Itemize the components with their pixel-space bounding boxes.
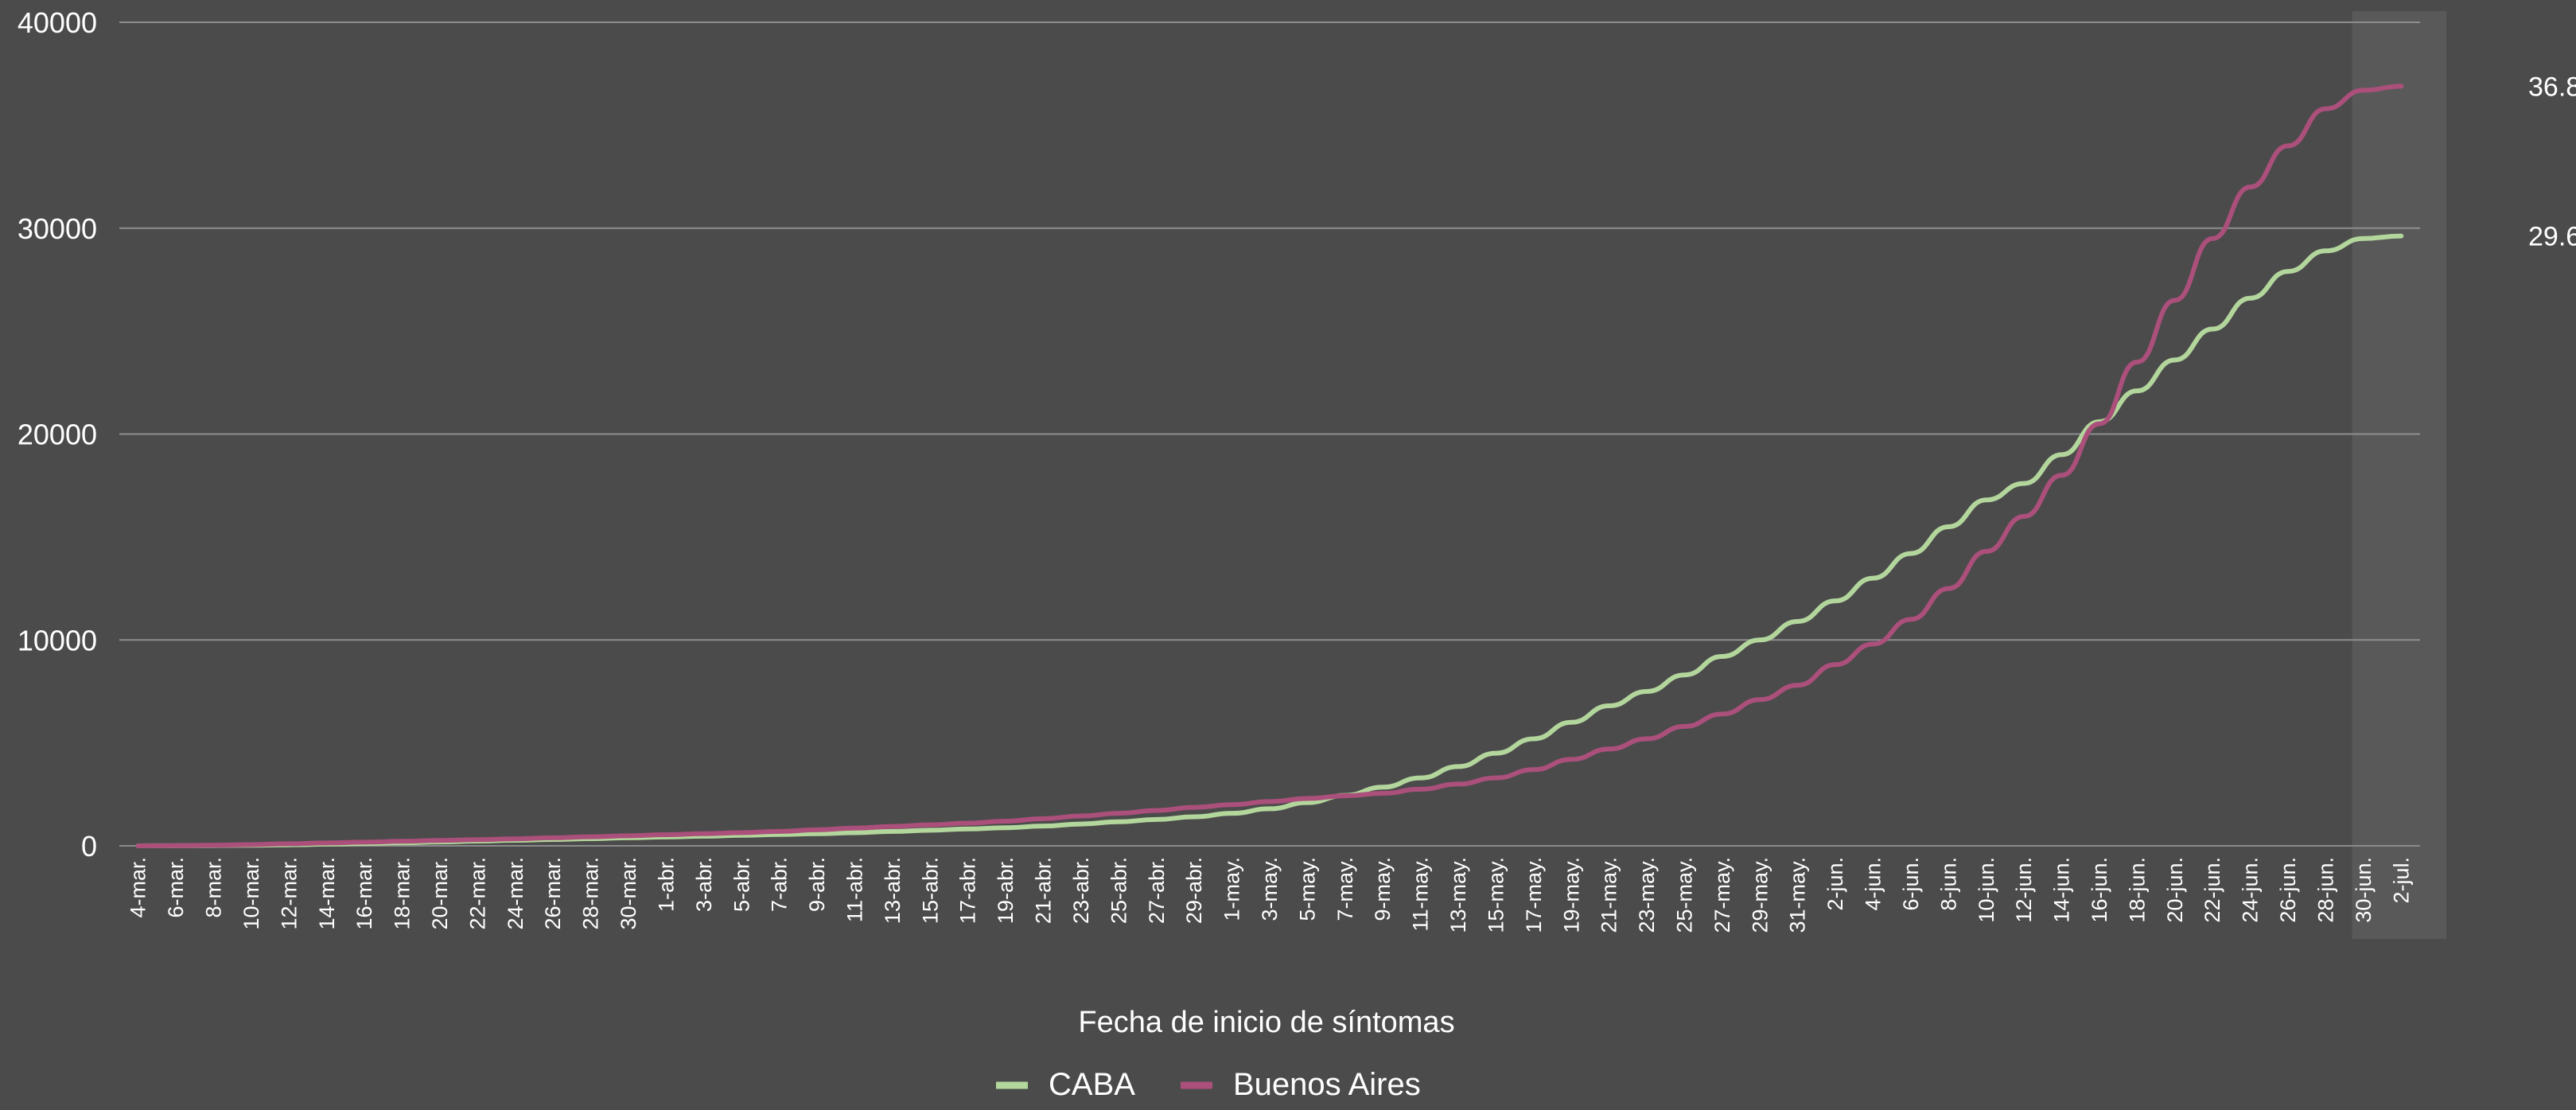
x-tick-label: 20-jun. bbox=[2163, 857, 2187, 923]
x-tick-label: 20-mar. bbox=[428, 857, 452, 930]
x-tick-label: 4-jun. bbox=[1862, 857, 1885, 911]
x-tick-label: 11-abr. bbox=[842, 857, 866, 922]
y-tick-label: 40000 bbox=[18, 6, 97, 39]
x-axis-ticks: 4-mar. 6-mar. 8-mar. 10-mar. 12-mar. 14-mar. 1… bbox=[126, 857, 2414, 933]
x-tick-label: 5-may. bbox=[1295, 857, 1319, 921]
x-tick-label: 6-mar. bbox=[164, 857, 188, 918]
x-tick-label: 27-abr. bbox=[1145, 857, 1169, 924]
x-tick-label: 17-may. bbox=[1522, 857, 1546, 933]
series-line-buenos-aires bbox=[135, 84, 2404, 848]
x-tick-label: 19-abr. bbox=[994, 857, 1018, 924]
legend: CABA Buenos Aires bbox=[996, 1067, 1421, 1102]
x-tick-label: 4-mar. bbox=[126, 857, 150, 918]
x-tick-label: 18-mar. bbox=[391, 857, 414, 930]
end-value-label: 36.893 bbox=[2528, 72, 2576, 102]
x-tick-label: 30-mar. bbox=[617, 857, 640, 930]
x-tick-label: 3-abr. bbox=[692, 857, 716, 912]
x-tick-label: 12-mar. bbox=[277, 857, 301, 930]
x-tick-label: 28-mar. bbox=[579, 857, 603, 930]
x-tick-label: 11-may. bbox=[1409, 857, 1433, 932]
legend-label: CABA bbox=[1049, 1067, 1135, 1102]
x-tick-label: 2-jun. bbox=[1823, 857, 1847, 911]
x-tick-label: 30-jun. bbox=[2352, 857, 2376, 923]
x-axis-title: Fecha de inicio de síntomas bbox=[1078, 1006, 1454, 1039]
x-tick-label: 31-may. bbox=[1786, 857, 1810, 933]
x-tick-label: 2-jul. bbox=[2389, 857, 2413, 904]
x-tick-label: 9-abr. bbox=[805, 857, 829, 912]
series-lines bbox=[135, 84, 2404, 848]
x-tick-label: 8-mar. bbox=[202, 857, 226, 918]
x-tick-label: 16-jun. bbox=[2088, 857, 2111, 923]
x-tick-label: 24-mar. bbox=[504, 857, 527, 930]
y-axis-ticks: 0 10000 20000 30000 40000 bbox=[18, 6, 97, 863]
highlight-band bbox=[2352, 11, 2447, 939]
x-tick-label: 18-jun. bbox=[2125, 857, 2149, 923]
x-tick-label: 22-jun. bbox=[2200, 857, 2224, 923]
x-tick-label: 25-abr. bbox=[1107, 857, 1130, 924]
x-tick-label: 10-jun. bbox=[1975, 857, 1998, 923]
x-tick-label: 9-may. bbox=[1371, 857, 1395, 921]
x-tick-label: 3-may. bbox=[1258, 857, 1282, 921]
legend-label: Buenos Aires bbox=[1233, 1067, 1421, 1102]
x-tick-label: 16-mar. bbox=[352, 857, 376, 930]
x-tick-label: 6-jun. bbox=[1899, 857, 1923, 911]
x-tick-label: 7-abr. bbox=[768, 857, 792, 912]
x-tick-label: 29-may. bbox=[1748, 857, 1772, 933]
x-tick-label: 1-abr. bbox=[654, 857, 678, 912]
x-tick-label: 14-mar. bbox=[315, 857, 339, 930]
end-value-label: 29.619 bbox=[2528, 222, 2576, 252]
x-tick-label: 14-jun. bbox=[2050, 857, 2074, 923]
x-tick-label: 27-may. bbox=[1710, 857, 1734, 933]
x-tick-label: 8-jun. bbox=[1936, 857, 1960, 911]
y-tick-label: 20000 bbox=[18, 419, 97, 451]
x-tick-label: 7-may. bbox=[1333, 857, 1357, 921]
gridlines bbox=[119, 21, 2420, 641]
x-tick-label: 12-jun. bbox=[2012, 857, 2036, 923]
x-tick-label: 15-may. bbox=[1484, 857, 1508, 933]
x-tick-label: 17-abr. bbox=[956, 857, 980, 924]
x-tick-label: 28-jun. bbox=[2313, 857, 2337, 923]
x-tick-label: 26-mar. bbox=[541, 857, 565, 930]
x-tick-label: 1-may. bbox=[1220, 857, 1244, 921]
x-tick-label: 13-abr. bbox=[881, 857, 905, 924]
x-tick-label: 21-abr. bbox=[1032, 857, 1056, 924]
y-tick-label: 0 bbox=[81, 830, 97, 863]
x-tick-label: 24-jun. bbox=[2239, 857, 2263, 923]
x-tick-label: 22-mar. bbox=[465, 857, 489, 930]
x-tick-label: 23-abr. bbox=[1069, 857, 1093, 924]
x-tick-label: 19-may. bbox=[1559, 857, 1583, 933]
x-tick-label: 15-abr. bbox=[918, 857, 942, 924]
y-tick-label: 30000 bbox=[18, 212, 97, 245]
x-tick-label: 29-abr. bbox=[1182, 857, 1206, 924]
x-tick-label: 23-may. bbox=[1635, 857, 1659, 933]
end-labels: 29.619 36.893 bbox=[2528, 72, 2576, 251]
x-tick-label: 26-jun. bbox=[2276, 857, 2300, 923]
x-tick-label: 13-may. bbox=[1446, 857, 1470, 933]
x-tick-label: 10-mar. bbox=[239, 857, 263, 930]
y-tick-label: 10000 bbox=[18, 624, 97, 656]
x-tick-label: 25-may. bbox=[1673, 857, 1697, 933]
x-tick-label: 5-abr. bbox=[730, 857, 753, 912]
x-tick-label: 21-may. bbox=[1597, 857, 1621, 933]
